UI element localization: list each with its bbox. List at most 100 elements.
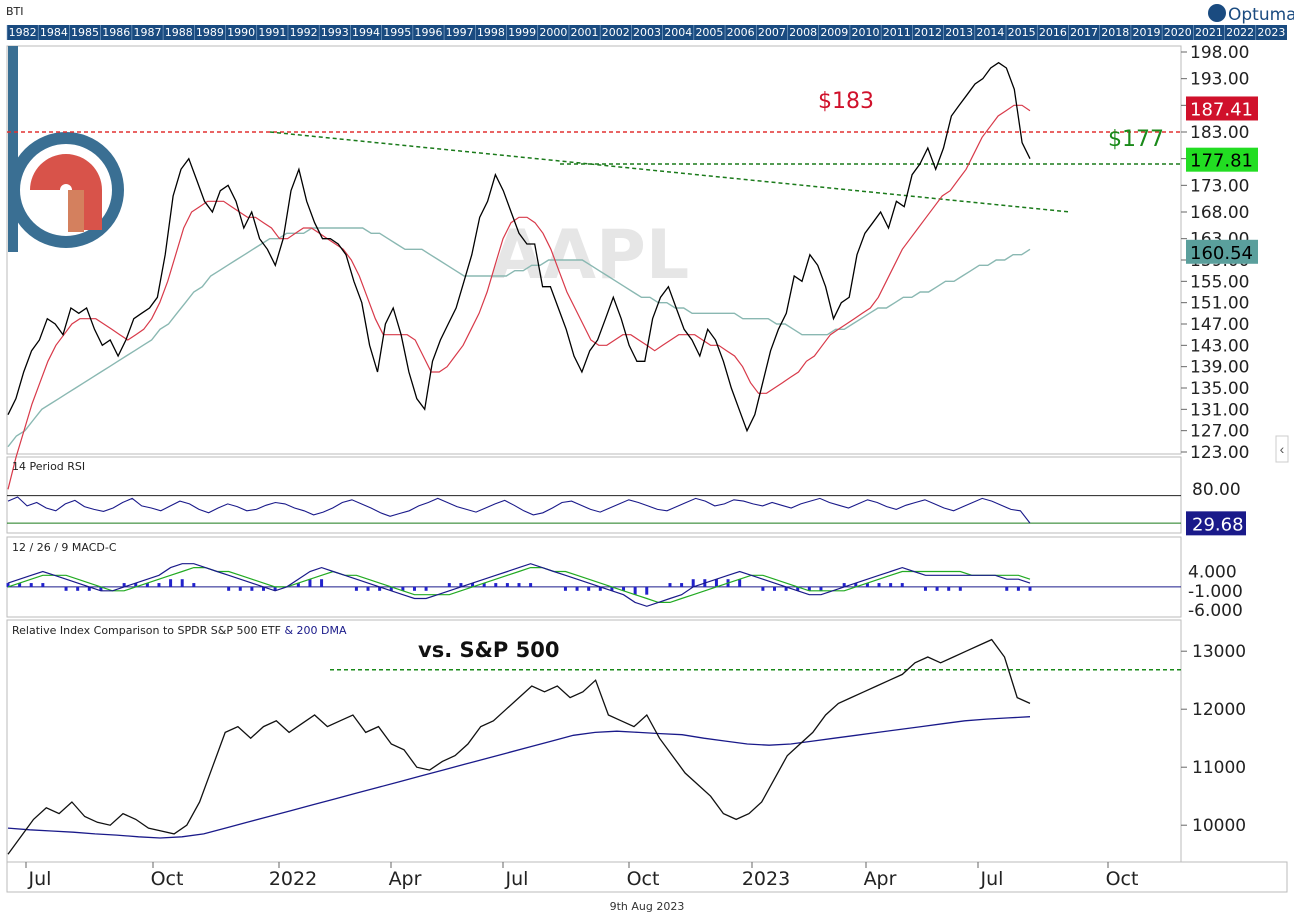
year-ruler-item[interactable]: 1982 bbox=[9, 26, 37, 39]
year-ruler-item[interactable]: 2022 bbox=[1226, 26, 1254, 39]
rsi-panel[interactable]: 14 Period RSI 80.00 29.68 bbox=[7, 460, 1246, 536]
rsi-badge-value: 29.68 bbox=[1192, 514, 1244, 535]
year-ruler-item[interactable]: 1997 bbox=[446, 26, 474, 39]
year-ruler-item[interactable]: 1998 bbox=[477, 26, 505, 39]
price-badge-value: 160.54 bbox=[1190, 243, 1253, 264]
price-y-tick: 139.00 bbox=[1190, 358, 1249, 378]
optuma-logo-icon bbox=[1208, 4, 1226, 22]
relative-panel[interactable]: Relative Index Comparison to SPDR S&P 50… bbox=[7, 624, 1246, 855]
price-y-tick: 168.00 bbox=[1190, 203, 1249, 223]
price-y-tick: 123.00 bbox=[1190, 443, 1249, 463]
x-axis-tick: Oct bbox=[151, 868, 184, 890]
year-ruler-item[interactable]: 1984 bbox=[40, 26, 68, 39]
year-ruler-item[interactable]: 1985 bbox=[71, 26, 99, 39]
year-ruler-item[interactable]: 1996 bbox=[414, 26, 442, 39]
year-ruler-item[interactable]: 1987 bbox=[133, 26, 161, 39]
year-ruler-item[interactable]: 2009 bbox=[820, 26, 848, 39]
x-axis-tick: Jul bbox=[505, 868, 529, 890]
x-axis-tick: Jul bbox=[980, 868, 1004, 890]
relative-ratio-line bbox=[7, 638, 1031, 855]
x-axis: Jul Oct 2022 Apr Jul Oct 2023 Apr Jul Oct bbox=[25, 862, 1139, 890]
year-ruler-item[interactable]: 2002 bbox=[602, 26, 630, 39]
year-ruler-item[interactable]: 2012 bbox=[914, 26, 942, 39]
price-panel[interactable]: AAPL198.00193.00188.00183.00178.00173.00… bbox=[7, 43, 1258, 490]
year-ruler-item[interactable]: 1990 bbox=[227, 26, 255, 39]
support-annotation: $177 bbox=[1108, 127, 1164, 152]
year-ruler-item[interactable]: 2023 bbox=[1257, 26, 1285, 39]
year-ruler-item[interactable]: 2010 bbox=[852, 26, 880, 39]
x-axis-tick: 2023 bbox=[742, 868, 790, 890]
price-y-tick: 135.00 bbox=[1190, 379, 1249, 399]
price-y-tick: 131.00 bbox=[1190, 400, 1249, 420]
year-ruler-item[interactable]: 1995 bbox=[383, 26, 411, 39]
rsi-line bbox=[7, 496, 1031, 524]
x-axis-tick: Oct bbox=[1106, 868, 1139, 890]
year-ruler-item[interactable]: 1999 bbox=[508, 26, 536, 39]
macd-y-tick: 4.000 bbox=[1188, 562, 1237, 582]
year-ruler-item[interactable]: 2021 bbox=[1195, 26, 1223, 39]
year-ruler-item[interactable]: 1988 bbox=[165, 26, 193, 39]
year-ruler-item[interactable]: 2011 bbox=[883, 26, 911, 39]
year-ruler-item[interactable]: 1991 bbox=[258, 26, 286, 39]
price-y-tick: 173.00 bbox=[1190, 176, 1249, 196]
relative-panel-frame bbox=[6, 619, 1182, 863]
x-axis-tick: Apr bbox=[389, 868, 422, 890]
optuma-logo: Optuma bbox=[1208, 4, 1294, 25]
price-y-tick: 198.00 bbox=[1190, 43, 1249, 63]
watermark-text: AAPL bbox=[491, 216, 689, 295]
rsi-panel-frame bbox=[6, 456, 1182, 534]
relative-y-tick: 13000 bbox=[1192, 642, 1246, 662]
x-axis-tick: Apr bbox=[864, 868, 897, 890]
relative-y-tick: 10000 bbox=[1192, 816, 1246, 836]
year-ruler-item[interactable]: 2007 bbox=[758, 26, 786, 39]
price-panel-frame bbox=[6, 45, 1182, 455]
year-ruler-item[interactable]: 2008 bbox=[789, 26, 817, 39]
year-ruler-item[interactable]: 2003 bbox=[633, 26, 661, 39]
x-axis-tick: 2022 bbox=[269, 868, 317, 890]
relative-title-suffix: & 200 DMA bbox=[284, 624, 347, 637]
price-badge-value: 187.41 bbox=[1190, 99, 1253, 120]
brand-name: Optuma bbox=[1228, 5, 1294, 25]
year-ruler-item[interactable]: 2018 bbox=[1101, 26, 1129, 39]
rsi-title: 14 Period RSI bbox=[12, 460, 85, 473]
price-badge-value: 177.81 bbox=[1190, 151, 1253, 172]
year-ruler-item[interactable]: 1992 bbox=[290, 26, 318, 39]
year-ruler-item[interactable]: 2020 bbox=[1164, 26, 1192, 39]
year-ruler-item[interactable]: 2004 bbox=[664, 26, 692, 39]
resistance-annotation: $183 bbox=[818, 89, 874, 114]
year-ruler-item[interactable]: 2013 bbox=[945, 26, 973, 39]
price-y-tick: 127.00 bbox=[1190, 422, 1249, 442]
macd-panel[interactable]: 12 / 26 / 9 MACD-C 4.000-1.000-6.000 bbox=[6, 541, 1243, 621]
year-ruler-item[interactable]: 2019 bbox=[1133, 26, 1161, 39]
relative-y-tick: 12000 bbox=[1192, 700, 1246, 720]
year-ruler-item[interactable]: 1993 bbox=[321, 26, 349, 39]
year-ruler-item[interactable]: 1989 bbox=[196, 26, 224, 39]
year-ruler-item[interactable]: 2001 bbox=[571, 26, 599, 39]
price-y-tick: 147.00 bbox=[1190, 315, 1249, 335]
sma200-line bbox=[7, 227, 1031, 448]
relative-annotation: vs. S&P 500 bbox=[418, 638, 559, 662]
year-ruler-item[interactable]: 1986 bbox=[102, 26, 130, 39]
year-ruler-item[interactable]: 2006 bbox=[727, 26, 755, 39]
price-y-tick: 143.00 bbox=[1190, 336, 1249, 356]
macd-line bbox=[7, 563, 1031, 607]
year-ruler-item[interactable]: 1994 bbox=[352, 26, 380, 39]
year-ruler-item[interactable]: 2005 bbox=[695, 26, 723, 39]
price-y-tick: 155.00 bbox=[1190, 272, 1249, 292]
year-ruler-item[interactable]: 2015 bbox=[1008, 26, 1036, 39]
year-ruler[interactable]: 1982 1984 1985 1986 1987 1988 1989 1990 1991 1992… bbox=[6, 25, 1287, 40]
macd-panel-frame bbox=[6, 536, 1182, 618]
ticker-label: BTI bbox=[6, 5, 24, 18]
rsi-badge bbox=[1186, 511, 1246, 536]
relative-title: Relative Index Comparison to SPDR S&P 50… bbox=[12, 624, 347, 637]
year-ruler-item[interactable]: 2016 bbox=[1039, 26, 1067, 39]
price-line bbox=[7, 61, 1031, 433]
price-badge bbox=[1186, 96, 1258, 121]
scroll-handle[interactable]: ‹ bbox=[1275, 435, 1289, 463]
year-ruler-item[interactable]: 2017 bbox=[1070, 26, 1098, 39]
x-axis-tick: Jul bbox=[28, 868, 52, 890]
year-ruler-item[interactable]: 2014 bbox=[976, 26, 1004, 39]
year-ruler-item[interactable]: 2000 bbox=[539, 26, 567, 39]
macd-signal-line bbox=[7, 567, 1031, 603]
trendline bbox=[269, 131, 1071, 213]
